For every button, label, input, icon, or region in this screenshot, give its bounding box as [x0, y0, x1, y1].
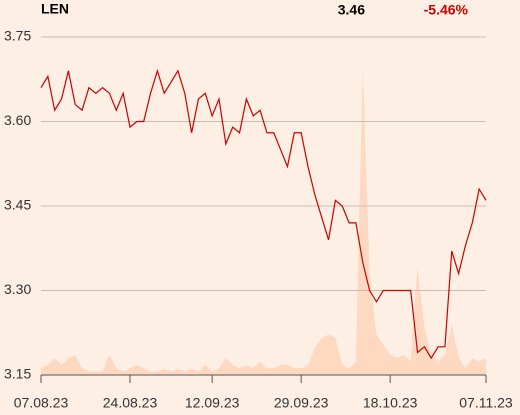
y-tick-label: 3.75 — [4, 28, 31, 44]
chart-title: LEN — [41, 1, 69, 17]
y-tick-label: 3.60 — [4, 112, 31, 128]
x-tick-label: 29.09.23 — [274, 395, 329, 411]
x-tick-label: 12.09.23 — [185, 395, 240, 411]
x-tick-label: 18.10.23 — [363, 395, 418, 411]
x-tick-label: 07.11.23 — [459, 395, 513, 411]
x-tick-label: 07.08.23 — [14, 395, 69, 411]
change-label: -5.46% — [424, 2, 469, 18]
price-line — [40, 68, 487, 360]
y-tick-label: 3.15 — [4, 366, 31, 382]
y-tick-label: 3.30 — [4, 281, 31, 297]
y-tick-label: 3.45 — [4, 197, 31, 213]
price-label: 3.46 — [338, 2, 365, 18]
x-tick-label: 24.08.23 — [103, 395, 158, 411]
